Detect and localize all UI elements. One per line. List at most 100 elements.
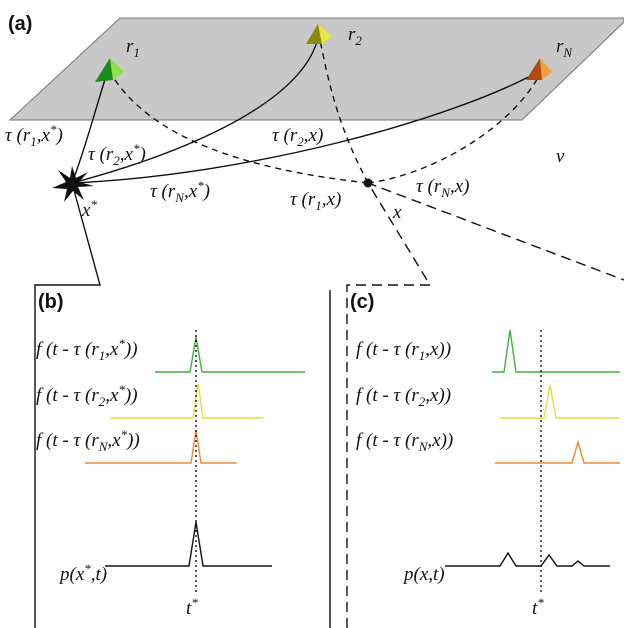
- label-part: ,x)): [425, 385, 451, 406]
- label: f (t - τ (rN​,x)): [356, 430, 453, 454]
- label: p(x*​,t): [58, 561, 107, 585]
- label: f (t - τ (rN​,x*​)): [36, 427, 140, 454]
- label: f (t - τ (r2​,x*​)): [36, 382, 138, 409]
- label: τ (r1​,x): [290, 189, 341, 213]
- subscript: 2: [355, 33, 362, 48]
- label-part: τ (r: [416, 176, 442, 197]
- ray-solid: [71, 69, 109, 184]
- label-part: ): [138, 144, 145, 165]
- superscript: *: [197, 178, 204, 193]
- label-part: t: [532, 598, 538, 619]
- label-part: ,x): [450, 176, 470, 197]
- label-part: ): [55, 125, 62, 146]
- superscript: *: [537, 595, 544, 610]
- label-part: ,x: [37, 125, 51, 146]
- subscript: 1: [419, 348, 426, 363]
- label-part: )): [124, 339, 138, 360]
- label: τ (rN​,x): [416, 176, 469, 200]
- label: τ (r1​,x*​): [5, 122, 63, 149]
- label-part: ,x): [304, 125, 324, 146]
- label-part: τ (r: [5, 125, 31, 146]
- label-part: )): [124, 385, 138, 406]
- subscript: 2: [297, 134, 304, 149]
- ray-dashed: [109, 71, 369, 184]
- label-part: r: [126, 36, 134, 57]
- traces: [85, 329, 620, 592]
- subscript: N: [562, 45, 573, 60]
- label: τ (r2​,x*​): [88, 141, 146, 168]
- superscript: *: [133, 141, 140, 156]
- subscript: 1: [30, 134, 37, 149]
- label: f (t - τ (r1​,x)): [356, 339, 451, 363]
- ray-dashed: [319, 39, 369, 184]
- label-part: ,x)): [427, 430, 453, 451]
- subscript: 2: [113, 153, 120, 168]
- label: x*​: [81, 197, 97, 221]
- label-part: x: [392, 202, 402, 223]
- label: p(x,t): [402, 564, 445, 585]
- subscript: 2: [99, 394, 106, 409]
- label-part: v: [556, 146, 565, 167]
- subscript: 1: [133, 45, 140, 60]
- receivers: [95, 24, 552, 82]
- label-part: ,x: [105, 385, 119, 406]
- label-part: x: [81, 200, 91, 221]
- ray-dashed: [367, 73, 541, 184]
- label-part: ,t): [91, 564, 107, 585]
- label-part: f (t - τ (r: [356, 385, 419, 406]
- label: f (t - τ (r1​,x*​)): [36, 336, 138, 363]
- plane: [8, 17, 624, 121]
- label-part: τ (r: [272, 125, 298, 146]
- label: f (t - τ (r2​,x)): [356, 385, 451, 409]
- source-star: [52, 166, 94, 202]
- label-part: τ (r: [290, 189, 316, 210]
- subscript: N: [98, 439, 109, 454]
- superscript: *: [121, 427, 128, 442]
- superscript: *: [118, 336, 125, 351]
- label-part: p(x: [58, 564, 85, 585]
- subscript: N: [418, 439, 429, 454]
- point-x: [363, 178, 373, 188]
- label: τ (r2​,x): [272, 125, 323, 149]
- box-c: [346, 181, 624, 628]
- label-part: ,x: [120, 144, 134, 165]
- subscript: 1: [315, 198, 322, 213]
- label-part: ,x: [184, 181, 198, 202]
- subscript: 1: [99, 348, 106, 363]
- label: r2​: [348, 24, 362, 48]
- label-part: f (t - τ (r: [36, 430, 99, 451]
- label-part: f (t - τ (r: [36, 339, 99, 360]
- label: v: [556, 146, 565, 167]
- ray-solid: [71, 71, 539, 184]
- label: x: [392, 202, 402, 223]
- label: r1​: [126, 36, 140, 60]
- label-part: τ (r: [150, 181, 176, 202]
- label-part: f (t - τ (r: [356, 339, 419, 360]
- superscript: *: [191, 595, 198, 610]
- label-part: ,x): [322, 189, 342, 210]
- rays: [34, 37, 624, 628]
- label-part: ): [203, 181, 210, 202]
- label-part: ,x: [107, 430, 121, 451]
- subscript: 2: [419, 394, 426, 409]
- box-b: [34, 182, 101, 628]
- label: t*​: [532, 595, 544, 619]
- superscript: *: [118, 382, 125, 397]
- label-part: r: [348, 24, 356, 45]
- panel-tag: (c): [350, 291, 374, 313]
- label: τ (rN​,x*​): [150, 178, 210, 205]
- label-part: t: [186, 598, 192, 619]
- label-part: p(x,t): [402, 564, 445, 585]
- label: t*​: [186, 595, 198, 619]
- label-part: r: [556, 36, 564, 57]
- subscript: N: [440, 185, 451, 200]
- superscript: *: [90, 197, 97, 212]
- subscript: N: [174, 190, 185, 205]
- superscript: *: [50, 122, 57, 137]
- label-part: ,x: [105, 339, 119, 360]
- label-part: )): [126, 430, 140, 451]
- label: rN​: [556, 36, 573, 60]
- panel-tag: (b): [38, 291, 64, 313]
- label-part: f (t - τ (r: [356, 430, 419, 451]
